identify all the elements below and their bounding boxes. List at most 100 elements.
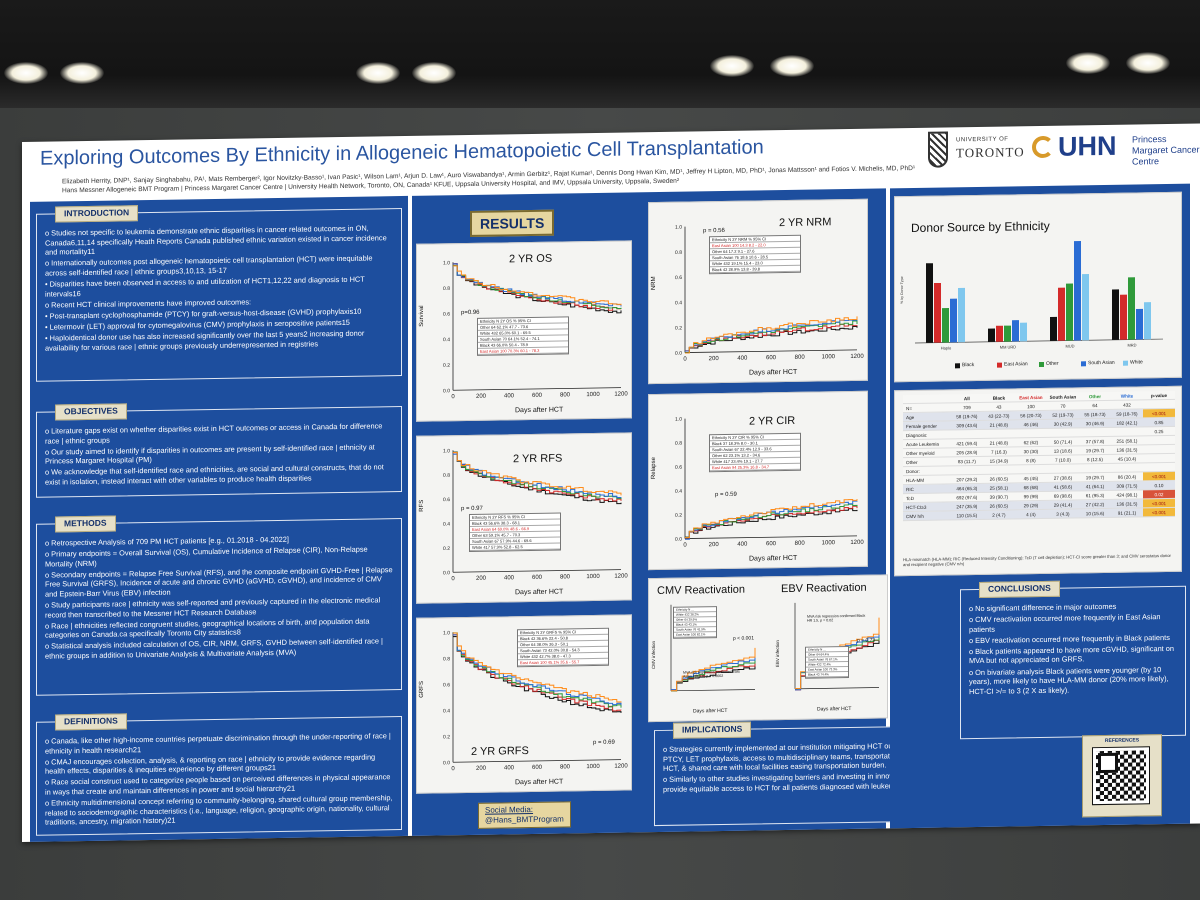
characteristics-cell: 3 (4.3): [1056, 511, 1070, 517]
donor-bar: [1112, 289, 1119, 340]
characteristics-cell: [1047, 428, 1079, 437]
donor-bar: [1136, 308, 1143, 340]
characteristics-cell: 421 (59.4): [956, 440, 978, 447]
donor-bar: [1020, 322, 1027, 342]
legend-swatch: [997, 362, 1002, 368]
characteristics-cell: Donor:: [906, 468, 920, 475]
donor-bar: [1058, 287, 1065, 341]
characteristics-cell: [1079, 428, 1111, 437]
donor-legend-item: White: [1123, 359, 1143, 366]
cmv-note: MVA risk regression confirmed East Asian…: [683, 669, 740, 680]
cir-pvalue: p = 0.59: [715, 491, 737, 499]
characteristics-cell: 69 (98.6): [1053, 493, 1073, 499]
os-title: 2 YR OS: [509, 252, 553, 266]
characteristics-cell: [951, 430, 983, 439]
nrm-x-axis: [685, 349, 857, 353]
donor-bar: [1074, 240, 1081, 341]
ceiling-light: [710, 55, 754, 77]
os-curve: [453, 265, 622, 306]
grfs-plot-svg: 0 200 400 600 800 1000 1200 0.0 0.2 0.4 0.6 0.8 1.0: [443, 630, 628, 772]
donor-legend-item: Other: [1039, 361, 1059, 367]
characteristics-cell: 8 (12.5): [1087, 457, 1103, 463]
methods-header: METHODS: [55, 515, 116, 533]
donor-bar: [926, 263, 933, 343]
donor-bar: [950, 298, 957, 343]
cir-curve: [685, 508, 858, 538]
cir-x-tick: 200: [709, 542, 720, 548]
donor-bar: [1082, 273, 1089, 341]
nrm-summary-table: Ethnicity N 2Y NRM % 95% CI East Asian 10…: [709, 234, 801, 275]
characteristics-cell: 30 (30): [1023, 449, 1039, 455]
grfs-y-tick: 1.0: [443, 630, 450, 636]
characteristics-cell: [951, 466, 983, 475]
grfs-y-tick: 0.6: [443, 682, 450, 688]
ebv-pvalue: p = 0.73: [857, 637, 876, 644]
characteristics-cell: 205 (28.9): [956, 449, 978, 456]
ebv-summary-table: Ethnicity N ... Other 64 64.4% South Asian…: [805, 646, 849, 679]
characteristics-cell: 99 (99): [1023, 494, 1039, 500]
characteristics-column-header: p-value: [1150, 393, 1168, 399]
poster: Exploring Outcomes By Ethnicity in Allog…: [22, 123, 1200, 842]
rfs-x-tick: 800: [560, 574, 571, 580]
characteristics-cell: <0.001: [1143, 507, 1176, 517]
donor-legend-item: South Asian: [1081, 360, 1115, 367]
grfs-curve: [453, 634, 622, 706]
uoft-logo-big: TORONTO: [956, 144, 1025, 161]
characteristics-cell: 41 (64.1): [1085, 484, 1105, 490]
characteristics-cell: 0.25: [1154, 429, 1164, 435]
characteristics-cell: 25 (58.1): [989, 485, 1009, 491]
characteristics-cell: 30 (42.9): [1053, 421, 1073, 427]
os-pvalue: p=0.96: [461, 309, 480, 317]
grfs-table-row: East Asian 100 45.1% 35.6 - 55.7: [518, 658, 608, 667]
cmv-table-row: East Asian 100 62.1%: [674, 632, 716, 638]
characteristics-cell: Female gender: [906, 423, 937, 430]
nrm-curve: [685, 323, 858, 352]
conclusions-item: Black patients appeared to have more cGV…: [969, 644, 1177, 666]
donor-chart-svg: Haplo MM URD MUD MRD % by Donor Type: [900, 240, 1163, 351]
ebv-title: EBV Reactivation: [781, 581, 867, 596]
cmv-ebv-svg: [670, 602, 880, 692]
rfs-x-tick: 400: [504, 575, 515, 581]
os-x-tick: 0: [451, 394, 455, 400]
grfs-y-tick: 0.2: [443, 734, 450, 740]
qr-code-icon[interactable]: [1092, 746, 1150, 806]
objectives-header: OBJECTIVES: [55, 403, 127, 421]
introduction-list: Studies not specific to leukemia demonst…: [45, 223, 393, 353]
characteristics-cell: 0.02: [1143, 489, 1176, 499]
introduction-item: Haploidentical donor use has also increa…: [45, 328, 393, 353]
cir-y-tick: 0.0: [675, 537, 682, 543]
nrm-x-tick: 1200: [850, 354, 864, 360]
os-y-tick: 0.2: [443, 363, 450, 369]
characteristics-cell: HLA-MM: [906, 477, 925, 484]
characteristics-table: All Black East Asian South Asian Other White p…: [903, 390, 1176, 522]
characteristics-cell: 27 (38.6): [1053, 475, 1073, 481]
rfs-y-tick: 0.0: [443, 570, 450, 576]
nrm-x-tick: 600: [766, 355, 777, 361]
characteristics-cell: 207 (29.2): [956, 476, 978, 483]
rfs-curve: [453, 451, 622, 505]
rfs-y-tick: 1.0: [443, 448, 450, 454]
rfs-title: 2 YR RFS: [513, 452, 563, 466]
grfs-summary-table: Ethnicity N 2Y GRFS % 95% CI Black 42 36.…: [517, 627, 609, 668]
characteristics-cell: 59 (18-76): [1116, 411, 1138, 417]
donor-bar: [1128, 277, 1135, 340]
os-x-tick: 1000: [586, 392, 600, 398]
cmv-x-axis: [671, 689, 755, 692]
nrm-x-tick: 400: [737, 356, 748, 362]
grfs-x-axis: [453, 759, 621, 763]
cir-title: 2 YR CIR: [749, 414, 796, 428]
legend-swatch: [1081, 360, 1086, 366]
characteristics-cell: 41 (58.6): [1053, 484, 1073, 490]
rfs-y-tick: 0.6: [443, 497, 450, 503]
characteristics-cell: Other: [906, 459, 918, 466]
characteristics-cell: Other myeloid: [906, 450, 935, 457]
donor-title: Donor Source by Ethnicity: [911, 218, 1050, 236]
ceiling-light: [412, 62, 456, 84]
characteristics-cell: 68 (68): [1023, 485, 1039, 491]
donor-bar: [1120, 294, 1127, 340]
cir-y-label: Relapse: [651, 457, 657, 480]
characteristics-footnote: HLA-mismatch (HLA-MM); RIC (Reduced Inte…: [903, 552, 1171, 568]
nrm-x-tick: 800: [795, 355, 806, 361]
characteristics-cell: 10 (15.6): [1085, 511, 1105, 517]
characteristics-cell: [1111, 427, 1143, 436]
